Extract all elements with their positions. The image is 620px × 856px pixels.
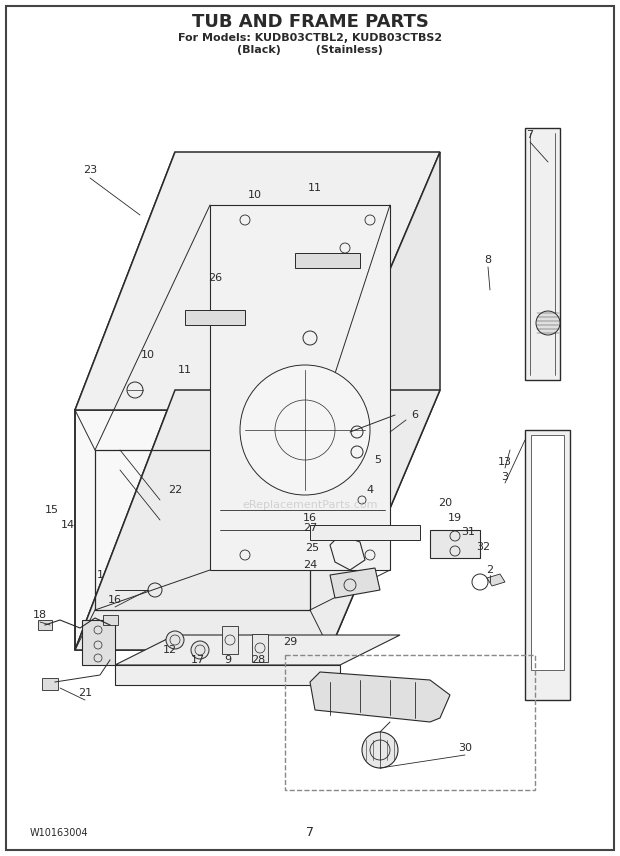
- Text: 22: 22: [168, 485, 182, 495]
- Text: 10: 10: [141, 350, 155, 360]
- Polygon shape: [115, 635, 400, 665]
- Text: TUB AND FRAME PARTS: TUB AND FRAME PARTS: [192, 13, 428, 31]
- Circle shape: [536, 311, 560, 335]
- Text: 19: 19: [448, 513, 462, 523]
- Polygon shape: [222, 626, 238, 654]
- Text: 13: 13: [498, 457, 512, 467]
- Text: 5: 5: [374, 455, 381, 465]
- Text: 16: 16: [303, 513, 317, 523]
- Text: 7: 7: [306, 827, 314, 840]
- Polygon shape: [525, 128, 560, 380]
- Polygon shape: [487, 574, 505, 586]
- Text: W10163004: W10163004: [30, 828, 89, 838]
- Text: 9: 9: [224, 655, 231, 665]
- Polygon shape: [330, 568, 380, 598]
- Polygon shape: [295, 253, 360, 268]
- Text: 11: 11: [178, 365, 192, 375]
- Text: 14: 14: [61, 520, 75, 530]
- Polygon shape: [38, 620, 52, 630]
- Text: 27: 27: [303, 523, 317, 533]
- Polygon shape: [42, 678, 58, 690]
- Text: 17: 17: [191, 655, 205, 665]
- Text: 11: 11: [308, 183, 322, 193]
- Circle shape: [362, 732, 398, 768]
- Text: For Models: KUDB03CTBL2, KUDB03CTBS2: For Models: KUDB03CTBL2, KUDB03CTBS2: [178, 33, 442, 43]
- Polygon shape: [103, 615, 118, 625]
- Polygon shape: [525, 430, 570, 700]
- Text: 26: 26: [208, 273, 222, 283]
- Text: 2: 2: [487, 565, 494, 575]
- Circle shape: [240, 365, 370, 495]
- Text: 20: 20: [438, 498, 452, 508]
- Text: 28: 28: [251, 655, 265, 665]
- Text: (Black)         (Stainless): (Black) (Stainless): [237, 45, 383, 55]
- Text: 10: 10: [248, 190, 262, 200]
- Text: 1: 1: [97, 570, 104, 580]
- Text: 6: 6: [412, 410, 418, 420]
- Polygon shape: [75, 152, 440, 410]
- Text: 24: 24: [303, 560, 317, 570]
- Polygon shape: [430, 530, 480, 558]
- Text: 8: 8: [484, 255, 492, 265]
- Text: 16: 16: [108, 595, 122, 605]
- Circle shape: [166, 631, 184, 649]
- Circle shape: [191, 641, 209, 659]
- Polygon shape: [310, 525, 420, 540]
- Polygon shape: [210, 205, 390, 570]
- Text: 12: 12: [163, 645, 177, 655]
- Text: 15: 15: [45, 505, 59, 515]
- Polygon shape: [531, 435, 564, 670]
- Text: 7: 7: [526, 130, 534, 140]
- Text: 25: 25: [305, 543, 319, 553]
- Text: 4: 4: [366, 485, 374, 495]
- Text: 3: 3: [502, 472, 508, 482]
- Polygon shape: [185, 310, 245, 325]
- Text: 29: 29: [283, 637, 297, 647]
- Text: 32: 32: [476, 542, 490, 552]
- Text: 30: 30: [458, 743, 472, 753]
- Polygon shape: [75, 152, 175, 650]
- Text: 23: 23: [83, 165, 97, 175]
- Polygon shape: [252, 634, 268, 662]
- Polygon shape: [330, 152, 440, 650]
- Polygon shape: [82, 620, 115, 665]
- Polygon shape: [75, 390, 440, 650]
- Text: eReplacementParts.com: eReplacementParts.com: [242, 500, 378, 510]
- Text: 18: 18: [33, 610, 47, 620]
- Text: 31: 31: [461, 527, 475, 537]
- Polygon shape: [310, 672, 450, 722]
- Text: 21: 21: [78, 688, 92, 698]
- Polygon shape: [115, 665, 340, 685]
